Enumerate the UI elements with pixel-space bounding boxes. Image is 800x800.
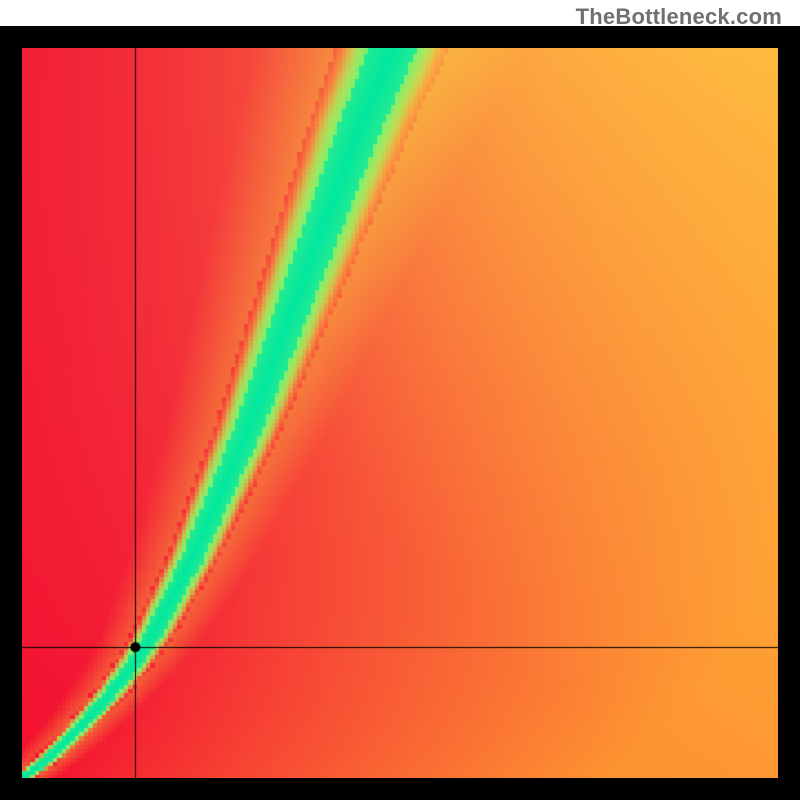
chart-frame: [0, 26, 800, 800]
watermark-text: TheBottleneck.com: [576, 4, 782, 30]
bottleneck-heatmap: [22, 48, 778, 778]
